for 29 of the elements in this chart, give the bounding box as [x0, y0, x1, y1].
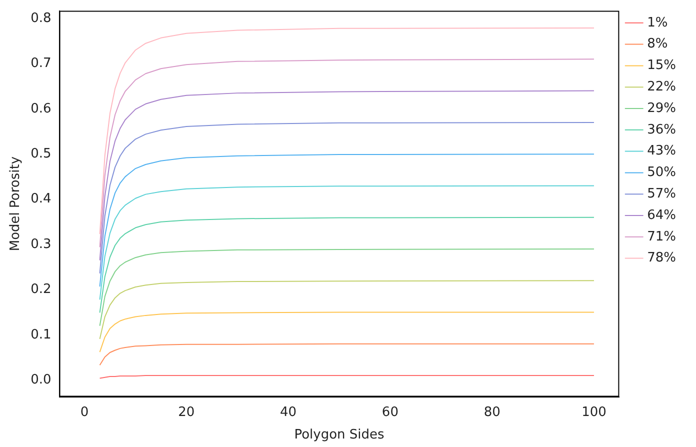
x-tick-label: 80	[484, 404, 500, 420]
y-tick-label: 0.5	[30, 146, 52, 162]
legend-label: 29%	[647, 100, 676, 116]
legend-label: 71%	[647, 229, 676, 244]
y-tick-label: 0.3	[30, 236, 52, 252]
x-tick-label: 40	[280, 404, 297, 420]
y-tick-label: 0.2	[30, 282, 52, 298]
x-tick-label: 20	[178, 404, 195, 420]
legend-label: 1%	[647, 15, 668, 30]
y-tick-label: 0.7	[30, 56, 52, 72]
x-tick-label: 100	[582, 404, 606, 420]
legend-label: 64%	[647, 208, 676, 223]
legend-label: 22%	[647, 79, 676, 94]
y-axis-title: Model Porosity	[8, 156, 24, 252]
y-tick-label: 0.1	[30, 327, 52, 342]
x-tick-label: 0	[80, 404, 89, 420]
y-tick-label: 0.8	[30, 10, 52, 26]
y-tick-label: 0.0	[30, 372, 52, 388]
y-tick-label: 0.4	[30, 192, 52, 207]
legend-label: 15%	[647, 58, 676, 74]
legend-label: 8%	[647, 36, 668, 52]
x-tick-label: 60	[382, 404, 398, 420]
legend-label: 36%	[647, 122, 676, 138]
legend-label: 43%	[647, 144, 676, 159]
x-axis-title: Polygon Sides	[294, 428, 385, 443]
legend-label: 78%	[647, 250, 676, 266]
legend-label: 50%	[647, 165, 676, 180]
legend-label: 57%	[647, 186, 676, 202]
y-tick-label: 0.6	[30, 101, 52, 116]
